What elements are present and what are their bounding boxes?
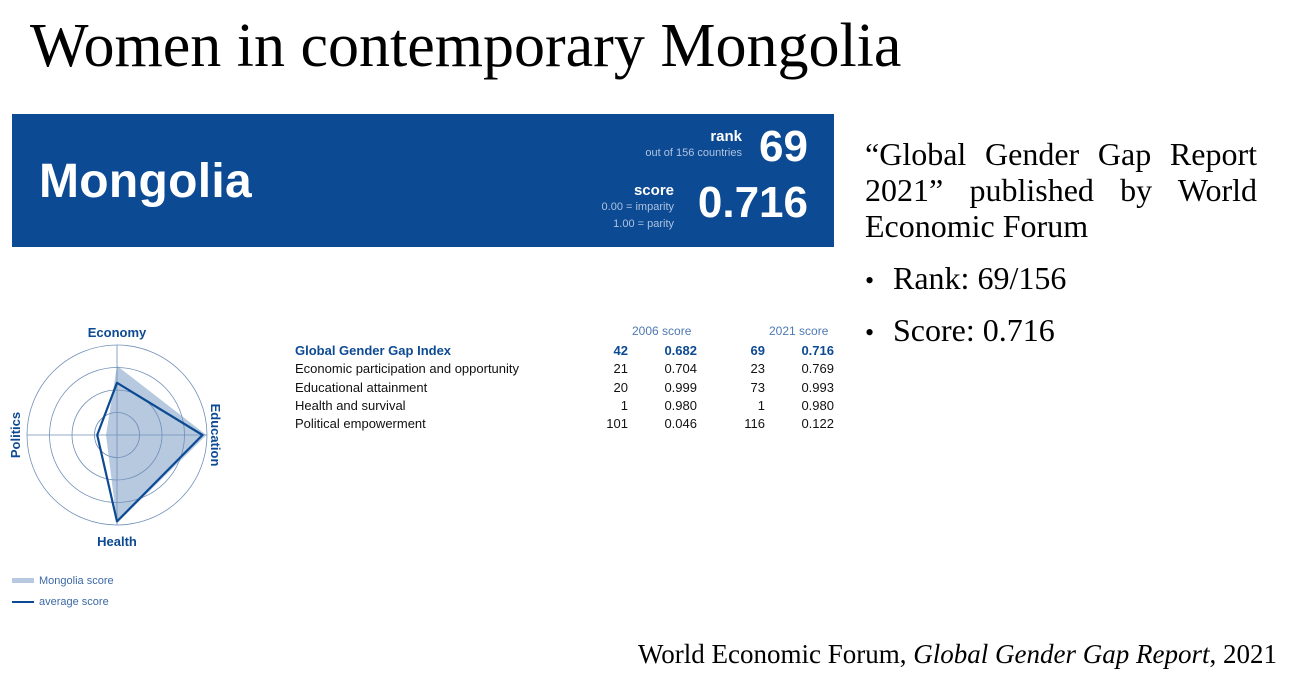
bullet-list: • Rank: 69/156 • Score: 0.716 — [865, 260, 1066, 364]
score-label: score — [633, 182, 674, 199]
legend-label-country: Mongolia score — [39, 574, 114, 587]
score-2021: 0.769 — [801, 361, 834, 377]
bullet-item: • Rank: 69/156 — [865, 260, 1066, 312]
bullet-item: • Score: 0.716 — [865, 312, 1066, 364]
rank-2006: 42 — [613, 343, 628, 358]
legend-item-country: Mongolia score — [12, 570, 114, 591]
row-label: Health and survival — [295, 397, 406, 413]
row-label: Global Gender Gap Index — [295, 343, 452, 358]
radar-legend: Mongolia score average score — [12, 570, 114, 612]
score-2006: 0.704 — [664, 361, 697, 377]
radar-axis-label-politics: Politics — [8, 412, 23, 458]
score-imparity-note: 0.00 = imparity — [601, 201, 674, 213]
bullet-text: Score: 0.716 — [893, 312, 1055, 348]
radar-axis-label-education: Education — [208, 404, 223, 467]
rank-value: 69 — [759, 122, 808, 171]
header-2021-score: 2021 score — [769, 324, 829, 338]
bullet-text: Rank: 69/156 — [893, 260, 1067, 296]
table-header: 2006 score 2021 score — [295, 324, 840, 342]
radar-axis-label-economy: Economy — [88, 325, 147, 340]
table-row: Health and survival 1 0.980 1 0.980 — [295, 397, 840, 415]
table-row: Global Gender Gap Index 42 0.682 69 0.71… — [295, 342, 840, 360]
table-row: Political empowerment 101 0.046 116 0.12… — [295, 415, 840, 433]
legend-swatch-line — [12, 600, 34, 603]
table-row: Economic participation and opportunity 2… — [295, 360, 840, 378]
score-parity-note: 1.00 = parity — [613, 218, 674, 230]
bullet-dot-icon: • — [865, 266, 875, 295]
country-name: Mongolia — [39, 155, 253, 208]
row-label: Educational attainment — [295, 379, 428, 395]
score-2006: 0.980 — [664, 397, 697, 413]
radar-axis-label-health: Health — [97, 534, 137, 549]
score-2021: 0.122 — [801, 416, 834, 432]
legend-item-average: average score — [12, 591, 114, 612]
rank-label: rank — [710, 128, 742, 145]
score-2021: 0.980 — [801, 397, 834, 413]
score-value: 0.716 — [697, 178, 808, 227]
rank-2021: 73 — [750, 379, 765, 395]
row-label: Political empowerment — [295, 416, 426, 432]
legend-label-average: average score — [39, 595, 109, 608]
country-banner: Mongolia rank out of 156 countries 69 sc… — [12, 114, 834, 247]
citation-suffix: , 2021 — [1209, 639, 1278, 669]
report-description: “Global Gender Gap Report 2021” publishe… — [865, 136, 1257, 244]
radar-chart: Economy Education Health Politics — [0, 320, 240, 620]
citation-title: Global Gender Gap Report — [913, 639, 1210, 669]
rank-subtitle: out of 156 countries — [645, 147, 742, 159]
row-label: Economic participation and opportunity — [295, 361, 520, 377]
rank-2006: 101 — [606, 416, 628, 432]
score-2006: 0.046 — [664, 416, 697, 432]
rank-2021: 69 — [750, 343, 765, 358]
rank-2021: 23 — [750, 361, 765, 377]
citation-footer: World Economic Forum, Global Gender Gap … — [638, 639, 1277, 670]
legend-swatch-fill — [12, 578, 34, 583]
score-2021: 0.993 — [801, 379, 834, 395]
radar-average-line — [96, 381, 204, 523]
citation-prefix: World Economic Forum, — [637, 639, 914, 669]
radar-svg: Economy Education Health Politics — [8, 325, 223, 549]
score-2021: 0.716 — [801, 343, 834, 358]
header-2006-score: 2006 score — [632, 324, 692, 338]
rank-2006: 1 — [620, 397, 628, 413]
score-table: 2006 score 2021 score Global Gender Gap … — [295, 324, 840, 433]
table-row: Educational attainment 20 0.999 73 0.993 — [295, 379, 840, 397]
rank-2021: 1 — [757, 397, 765, 413]
score-2006: 0.682 — [664, 343, 697, 358]
score-2006: 0.999 — [664, 379, 697, 395]
rank-2006: 20 — [613, 379, 628, 395]
bullet-dot-icon: • — [865, 318, 875, 347]
rank-2021: 116 — [744, 416, 765, 432]
rank-2006: 21 — [613, 361, 628, 377]
slide-title: Women in contemporary Mongolia — [30, 12, 902, 80]
radar-country-area — [106, 365, 207, 524]
